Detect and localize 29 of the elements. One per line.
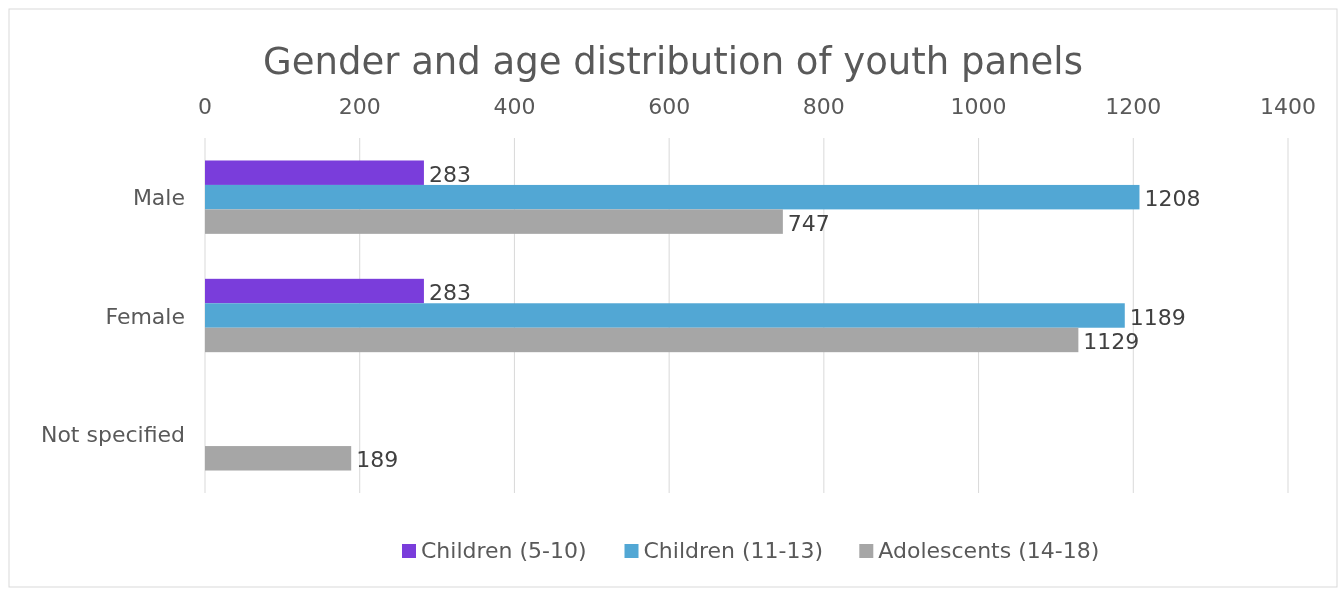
legend-label: Children (11-13) <box>643 538 824 563</box>
data-label: 1129 <box>1083 328 1140 354</box>
data-label: 283 <box>428 161 471 187</box>
x-tick-label: 800 <box>802 94 845 119</box>
bar <box>205 278 424 304</box>
legend-label: Adolescents (14-18) <box>878 538 1100 563</box>
bar <box>205 446 352 471</box>
legend-label: Children (5-10) <box>421 538 587 563</box>
data-label: 1208 <box>1144 186 1201 212</box>
bar <box>205 209 783 234</box>
bar <box>205 184 1140 210</box>
data-label: 283 <box>428 280 471 306</box>
x-tick-label: 600 <box>648 94 691 119</box>
y-tick-label: Not specified <box>40 421 185 447</box>
x-tick-label: 0 <box>198 94 212 119</box>
data-label: 747 <box>787 210 830 236</box>
data-label: 1189 <box>1129 304 1186 330</box>
x-tick-label: 1000 <box>950 94 1007 119</box>
bar <box>205 327 1079 353</box>
x-tick-label: 200 <box>338 94 381 119</box>
x-tick-label: 1200 <box>1105 94 1162 119</box>
x-tick-label: 1400 <box>1260 94 1316 119</box>
bar <box>205 160 424 185</box>
y-tick-label: Male <box>132 185 185 211</box>
bar <box>205 303 1125 328</box>
chart-title: Gender and age distribution of youth panels <box>263 40 1083 83</box>
data-label: 189 <box>356 447 399 473</box>
x-tick-label: 400 <box>493 94 536 119</box>
y-tick-label: Female <box>105 303 185 329</box>
